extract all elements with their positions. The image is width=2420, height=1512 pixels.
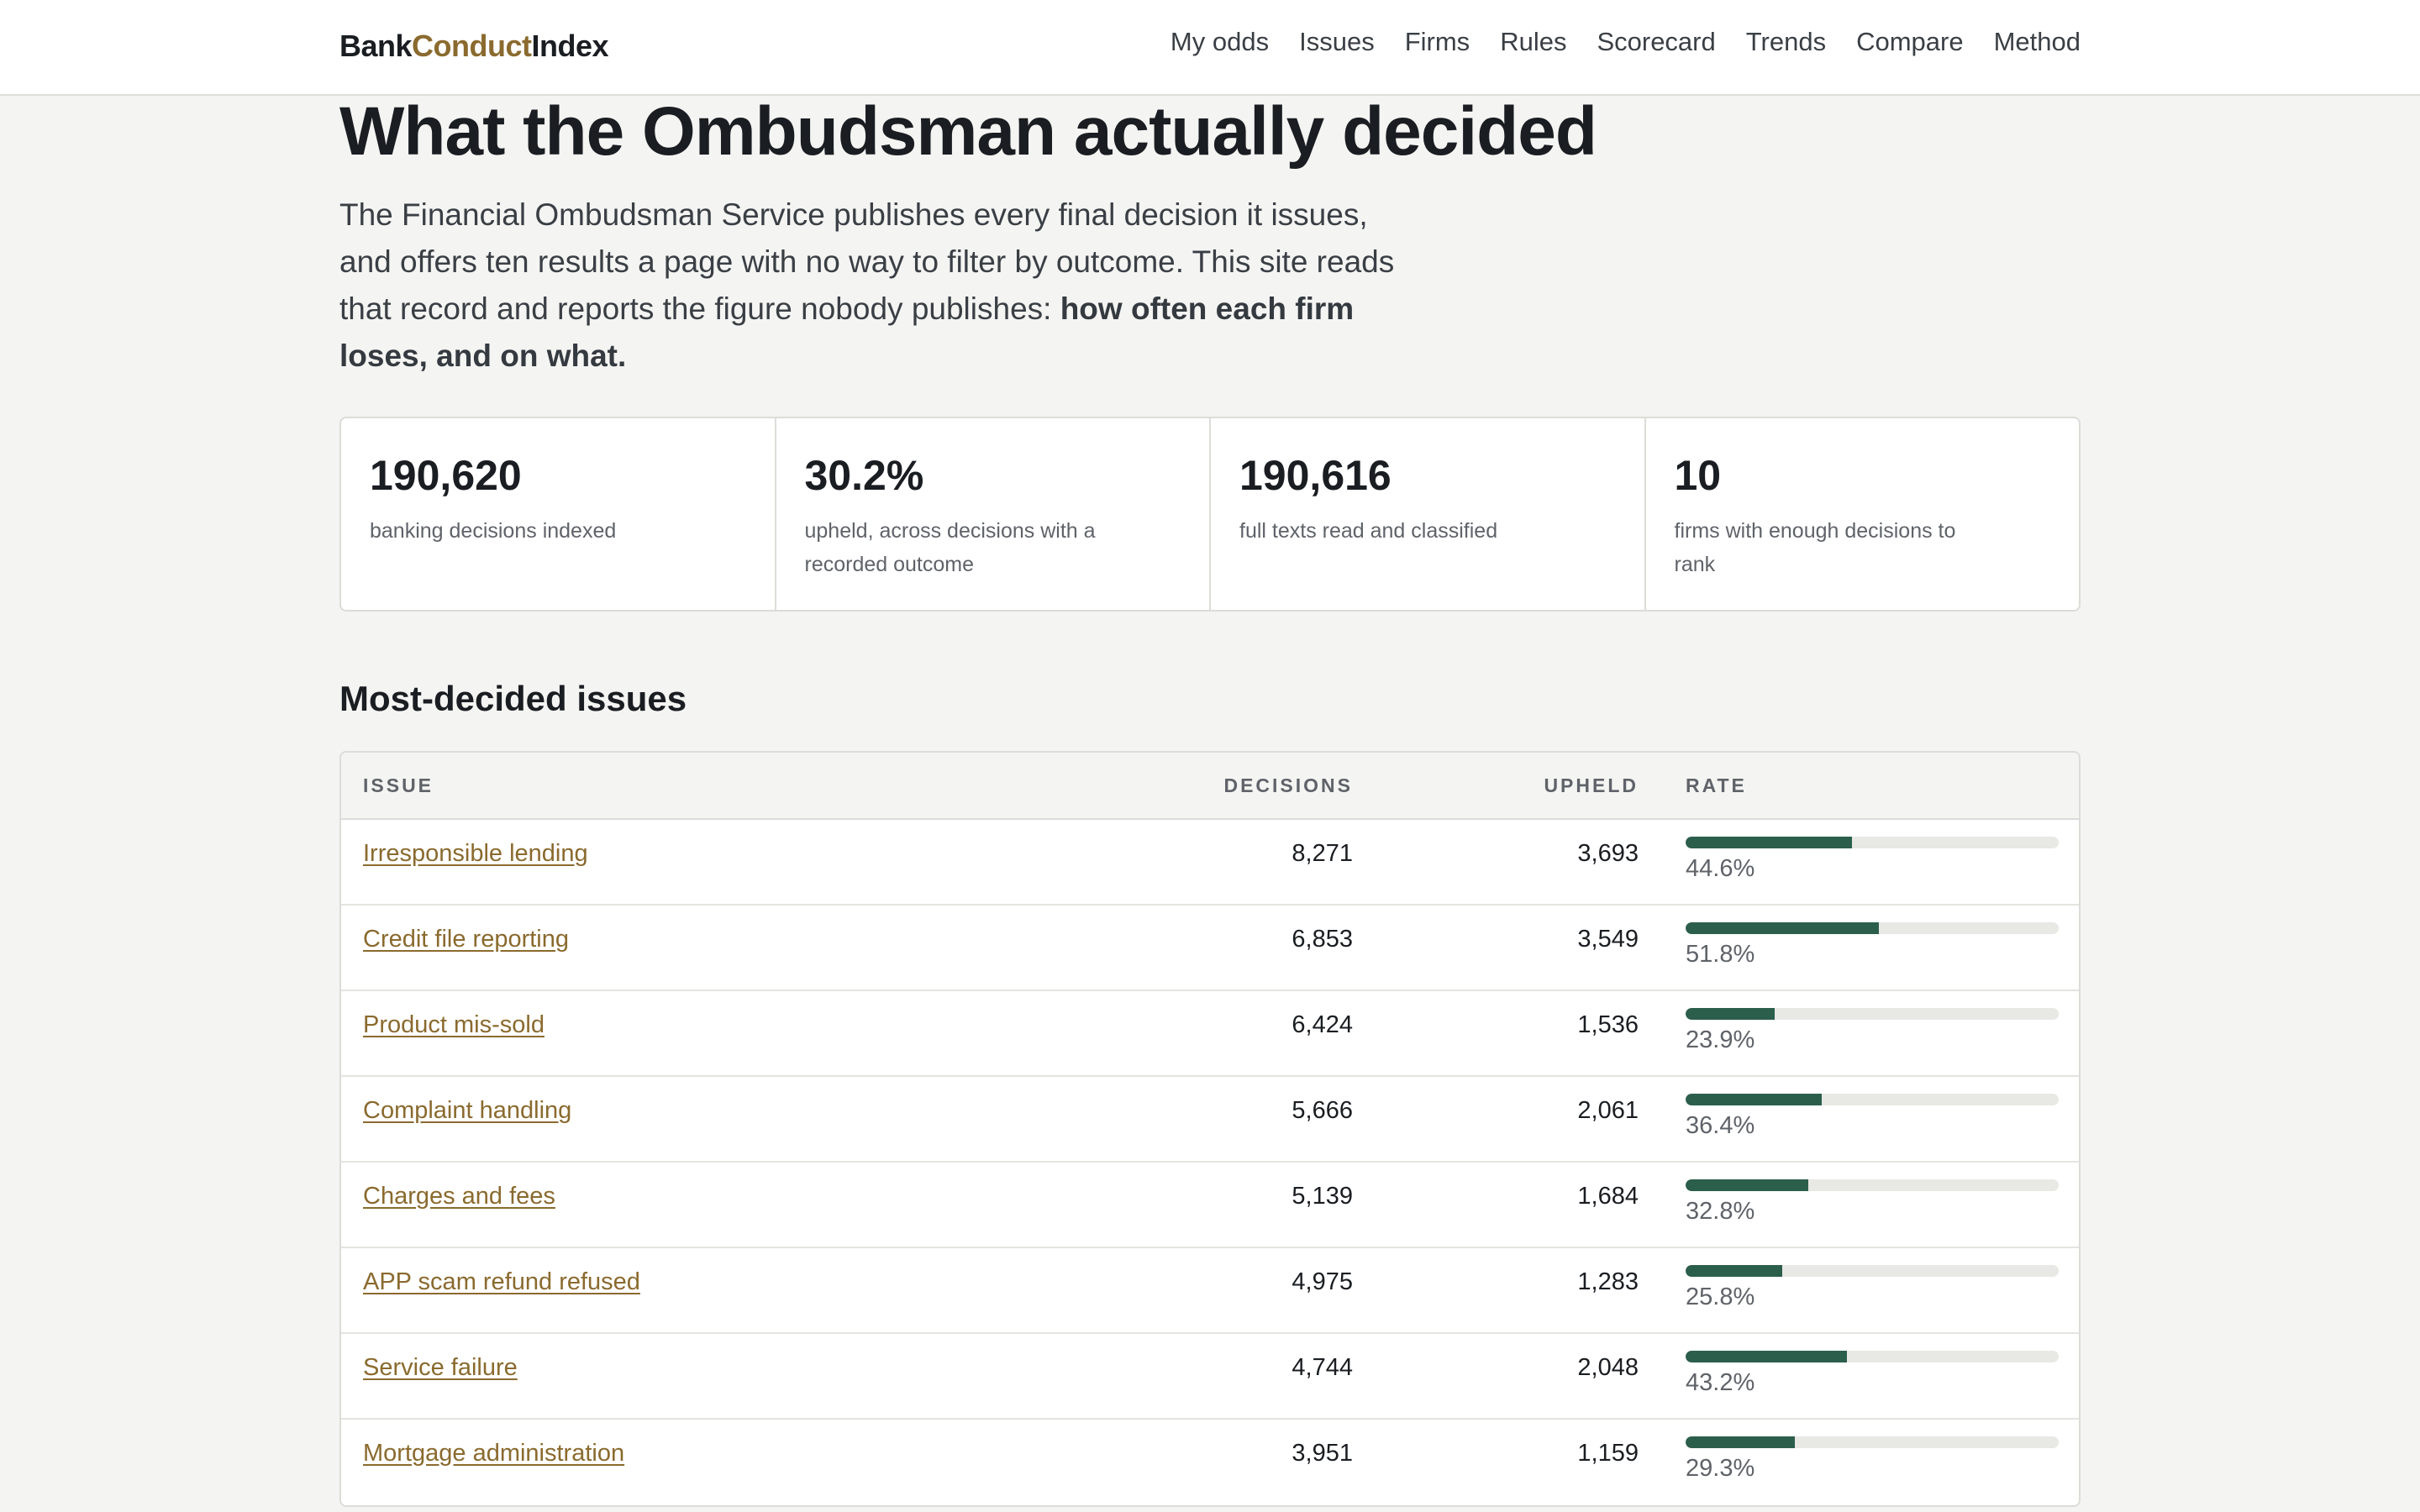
- table-header: ISSUE DECISIONS UPHELD RATE: [341, 753, 2079, 820]
- issue-link[interactable]: Charges and fees: [363, 1183, 555, 1210]
- intro-paragraph: The Financial Ombudsman Service publishe…: [339, 192, 1423, 380]
- nav-my-odds[interactable]: My odds: [1170, 27, 1270, 56]
- upheld-count: 3,693: [1577, 840, 1639, 867]
- decisions-count: 6,424: [1292, 1011, 1353, 1038]
- rate-label: 43.2%: [1686, 1369, 1755, 1396]
- stat-label: full texts read and classified: [1239, 519, 1498, 543]
- rate-bar-track: [1686, 1094, 2059, 1105]
- main-nav: My odds Issues Firms Rules Scorecard Tre…: [1171, 27, 2081, 57]
- upheld-count: 2,048: [1577, 1354, 1639, 1381]
- stat-upheld-rate: 30.2% upheld, across decisions with a re…: [776, 418, 1211, 610]
- issue-link[interactable]: Mortgage administration: [363, 1440, 625, 1467]
- decisions-count: 4,975: [1292, 1268, 1353, 1295]
- intro-text: The Financial Ombudsman Service publishe…: [339, 197, 1395, 326]
- decisions-count: 5,666: [1292, 1097, 1353, 1124]
- page-title: What the Ombudsman actually decided: [339, 93, 1597, 170]
- issue-link[interactable]: Credit file reporting: [363, 926, 569, 953]
- upheld-count: 1,684: [1577, 1183, 1639, 1210]
- brand-part-index: Index: [531, 29, 609, 63]
- column-header-decisions: DECISIONS: [1223, 774, 1353, 796]
- rate-label: 44.6%: [1686, 855, 1755, 882]
- stat-value: 10: [1674, 452, 1722, 499]
- top-bar: BankConductIndex My odds Issues Firms Ru…: [0, 0, 2420, 96]
- table-row: Product mis-sold 6,424 1,536 23.9%: [341, 991, 2079, 1077]
- table-row: Complaint handling 5,666 2,061 36.4%: [341, 1077, 2079, 1163]
- rate-bar-fill: [1686, 1179, 1808, 1191]
- rate-bar-track: [1686, 837, 2059, 848]
- column-header-issue: ISSUE: [363, 774, 434, 796]
- rate-label: 25.8%: [1686, 1284, 1755, 1310]
- table-body: Irresponsible lending 8,271 3,693 44.6% Cred…: [341, 820, 2079, 1505]
- rate-bar-fill: [1686, 1094, 1822, 1105]
- issue-link[interactable]: Service failure: [363, 1354, 518, 1381]
- rate-label: 36.4%: [1686, 1112, 1755, 1139]
- brand-part-bank: Bank: [339, 29, 413, 63]
- stat-value: 30.2%: [804, 452, 924, 499]
- upheld-count: 1,159: [1577, 1440, 1639, 1467]
- rate-label: 32.8%: [1686, 1198, 1755, 1225]
- nav-scorecard[interactable]: Scorecard: [1597, 27, 1716, 56]
- table-row: APP scam refund refused 4,975 1,283 25.8%: [341, 1248, 2079, 1334]
- decisions-count: 8,271: [1292, 840, 1353, 867]
- upheld-count: 1,283: [1577, 1268, 1639, 1295]
- nav-firms[interactable]: Firms: [1404, 27, 1470, 56]
- decisions-count: 6,853: [1292, 926, 1353, 953]
- upheld-count: 2,061: [1577, 1097, 1639, 1124]
- decisions-count: 3,951: [1292, 1440, 1353, 1467]
- stat-value: 190,620: [370, 452, 522, 499]
- rate-label: 51.8%: [1686, 941, 1755, 968]
- decisions-count: 4,744: [1292, 1354, 1353, 1381]
- brand-part-conduct: Conduct: [412, 29, 532, 63]
- issue-link[interactable]: Complaint handling: [363, 1097, 572, 1124]
- table-row: Charges and fees 5,139 1,684 32.8%: [341, 1163, 2079, 1248]
- rate-bar-fill: [1686, 922, 1879, 934]
- column-header-upheld: UPHELD: [1544, 774, 1639, 796]
- rate-bar-fill: [1686, 1265, 1782, 1277]
- issues-table: ISSUE DECISIONS UPHELD RATE Irresponsibl…: [339, 751, 2081, 1507]
- table-row: Mortgage administration 3,951 1,159 29.3%: [341, 1420, 2079, 1505]
- rate-label: 23.9%: [1686, 1026, 1755, 1053]
- rate-bar-fill: [1686, 1008, 1776, 1020]
- section-title-issues: Most-decided issues: [339, 679, 687, 718]
- stat-full-texts: 190,616 full texts read and classified: [1211, 418, 1646, 610]
- rate-bar-track: [1686, 1008, 2059, 1020]
- stats-panel: 190,620 banking decisions indexed 30.2% …: [339, 417, 2081, 612]
- rate-bar-track: [1686, 1436, 2059, 1448]
- brand-logo-link[interactable]: BankConductIndex: [339, 29, 609, 64]
- decisions-count: 5,139: [1292, 1183, 1353, 1210]
- issue-link[interactable]: Product mis-sold: [363, 1011, 544, 1038]
- table-row: Irresponsible lending 8,271 3,693 44.6%: [341, 820, 2079, 906]
- nav-compare[interactable]: Compare: [1856, 27, 1964, 56]
- rate-bar-fill: [1686, 1351, 1847, 1362]
- upheld-count: 3,549: [1577, 926, 1639, 953]
- stat-ranked-firms: 10 firms with enough decisions to rank: [1646, 418, 2080, 610]
- rate-bar-track: [1686, 1179, 2059, 1191]
- stat-decisions-indexed: 190,620 banking decisions indexed: [341, 418, 776, 610]
- issue-link[interactable]: APP scam refund refused: [363, 1268, 640, 1295]
- upheld-count: 1,536: [1577, 1011, 1639, 1038]
- table-row: Credit file reporting 6,853 3,549 51.8%: [341, 906, 2079, 991]
- intro-emphasis: how often each firm loses, and on what.: [339, 291, 1355, 373]
- rate-bar-track: [1686, 1351, 2059, 1362]
- rate-label: 29.3%: [1686, 1455, 1755, 1482]
- rate-bar-track: [1686, 922, 2059, 934]
- column-header-rate: RATE: [1686, 774, 1747, 796]
- nav-trends[interactable]: Trends: [1745, 27, 1827, 56]
- rate-bar-fill: [1686, 837, 1853, 848]
- stat-label: banking decisions indexed: [370, 519, 617, 543]
- rate-bar-track: [1686, 1265, 2059, 1277]
- rate-bar-fill: [1686, 1436, 1796, 1448]
- issue-link[interactable]: Irresponsible lending: [363, 840, 588, 867]
- table-row: Service failure 4,744 2,048 43.2%: [341, 1334, 2079, 1420]
- stat-value: 190,616: [1239, 452, 1392, 499]
- nav-method[interactable]: Method: [1993, 27, 2081, 56]
- stat-label: firms with enough decisions to rank: [1674, 519, 1956, 576]
- nav-issues[interactable]: Issues: [1299, 27, 1375, 56]
- stat-label: upheld, across decisions with a recorded…: [804, 519, 1096, 576]
- nav-rules[interactable]: Rules: [1500, 27, 1567, 56]
